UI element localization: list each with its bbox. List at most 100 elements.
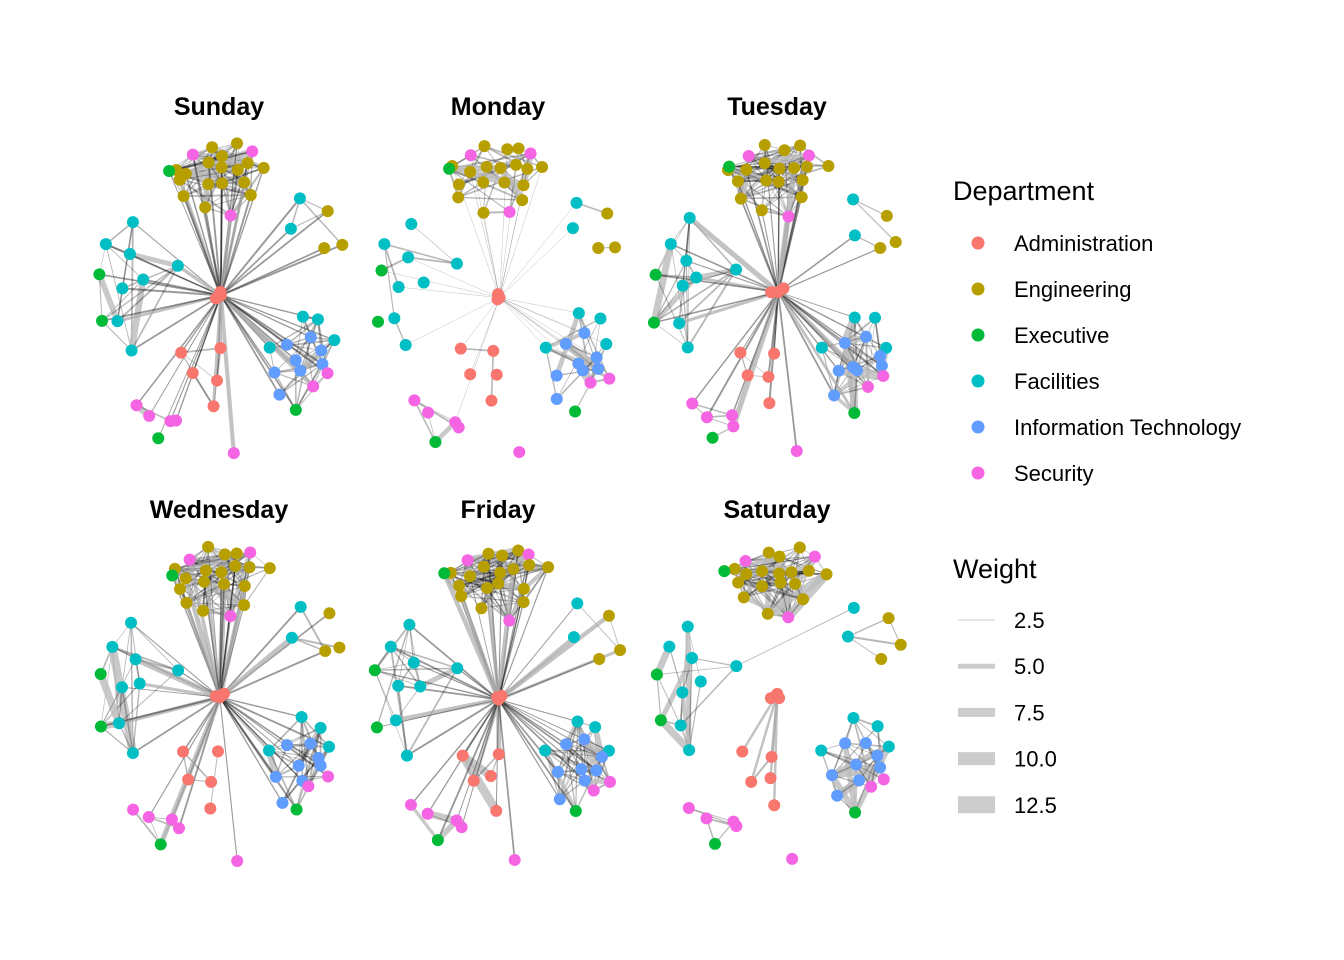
network-node bbox=[875, 359, 888, 372]
network-node bbox=[822, 160, 835, 173]
edge bbox=[750, 693, 779, 783]
edge bbox=[229, 567, 251, 617]
edge bbox=[186, 602, 245, 606]
nodes bbox=[93, 137, 349, 460]
network-node bbox=[487, 344, 500, 357]
network-node bbox=[443, 162, 456, 175]
network-node bbox=[244, 189, 257, 202]
edge bbox=[652, 275, 698, 325]
network-node bbox=[727, 420, 740, 433]
network-node bbox=[686, 397, 699, 410]
network-node bbox=[205, 775, 218, 788]
network-node bbox=[307, 380, 320, 393]
edge bbox=[852, 198, 888, 217]
network-node bbox=[589, 721, 602, 734]
network-node bbox=[550, 369, 563, 382]
network-node bbox=[609, 241, 622, 254]
network-node bbox=[130, 399, 143, 412]
network-node bbox=[498, 176, 511, 189]
network-node bbox=[503, 205, 516, 218]
edge bbox=[692, 402, 733, 416]
network-node bbox=[372, 315, 385, 328]
network-node bbox=[874, 242, 887, 255]
legend-label-weight: 5.0 bbox=[1014, 654, 1045, 679]
network-node bbox=[165, 813, 178, 826]
edge bbox=[458, 571, 501, 587]
legend-key-facilities bbox=[971, 374, 985, 388]
network-node bbox=[848, 311, 861, 324]
network-node bbox=[238, 599, 251, 612]
network-node bbox=[663, 640, 676, 653]
network-node bbox=[768, 347, 781, 360]
edge bbox=[727, 149, 785, 171]
edge bbox=[176, 264, 222, 297]
legend-label-department: Administration bbox=[1014, 231, 1153, 256]
edge bbox=[437, 699, 500, 841]
edge bbox=[286, 318, 319, 346]
network-node bbox=[513, 446, 526, 459]
edge bbox=[220, 294, 323, 365]
department-legend: Department Administration Engineering Exec… bbox=[953, 176, 1241, 486]
network-node bbox=[849, 806, 862, 819]
edge bbox=[374, 670, 408, 756]
network-node bbox=[874, 761, 887, 774]
legend-key-security bbox=[971, 466, 985, 480]
edge bbox=[219, 696, 322, 767]
legend-key-information-technology bbox=[971, 420, 985, 434]
legend-label-weight: 7.5 bbox=[1014, 700, 1045, 725]
edge bbox=[691, 657, 737, 667]
network-node bbox=[517, 596, 530, 609]
edge bbox=[658, 656, 695, 722]
edge bbox=[838, 355, 881, 372]
network-node bbox=[438, 567, 451, 580]
network-node bbox=[559, 337, 572, 350]
edge bbox=[498, 603, 578, 700]
network-node bbox=[503, 614, 516, 627]
network-node bbox=[231, 163, 244, 176]
panel-title: Monday bbox=[451, 93, 546, 121]
edge bbox=[688, 658, 693, 751]
network-node bbox=[263, 341, 276, 354]
edge bbox=[205, 194, 251, 208]
network-node bbox=[323, 607, 336, 620]
edge bbox=[653, 285, 684, 323]
edge bbox=[105, 243, 144, 280]
edge bbox=[765, 179, 802, 198]
legend-label-department: Facilities bbox=[1014, 369, 1100, 394]
network-node bbox=[407, 656, 420, 669]
edge bbox=[734, 556, 815, 570]
edge bbox=[499, 297, 599, 370]
edge bbox=[499, 166, 543, 298]
network-node bbox=[392, 679, 405, 692]
edge bbox=[220, 294, 312, 338]
edge bbox=[484, 145, 543, 168]
edge bbox=[168, 170, 222, 296]
edge bbox=[670, 243, 779, 293]
network-node bbox=[403, 618, 416, 631]
edge bbox=[508, 566, 549, 621]
edge bbox=[557, 726, 596, 773]
network-node bbox=[700, 812, 713, 825]
edge bbox=[650, 243, 675, 324]
network-node bbox=[793, 541, 806, 554]
edge bbox=[268, 750, 298, 810]
edge bbox=[777, 291, 840, 372]
network-node bbox=[566, 222, 579, 235]
network-node bbox=[524, 147, 537, 160]
network-node bbox=[455, 821, 468, 834]
edge bbox=[486, 147, 519, 168]
network-node bbox=[106, 640, 119, 653]
edge bbox=[565, 743, 611, 783]
network-node bbox=[785, 566, 798, 579]
network-node bbox=[730, 660, 743, 673]
network-node bbox=[209, 292, 222, 305]
network-node bbox=[709, 837, 722, 850]
edge bbox=[456, 699, 500, 821]
network-node bbox=[718, 565, 731, 578]
edge bbox=[691, 291, 779, 404]
network-node bbox=[730, 263, 743, 276]
network-node bbox=[328, 334, 341, 347]
network-node bbox=[177, 190, 190, 203]
network-node bbox=[152, 432, 165, 445]
